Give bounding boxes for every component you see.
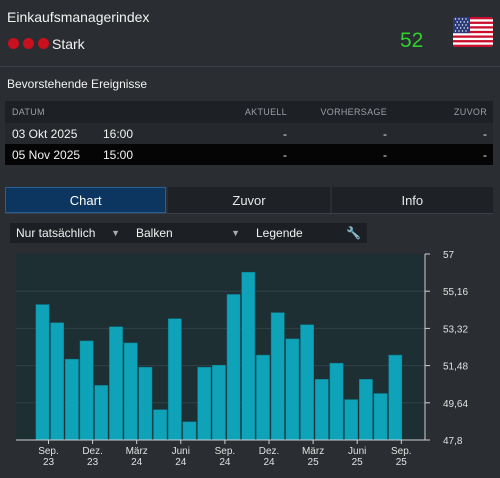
x-tick-label: Sep. <box>38 446 59 457</box>
tabs-divider <box>5 213 493 214</box>
tab-info[interactable]: Info <box>331 187 493 213</box>
event-date: 03 Okt 2025 <box>12 126 78 141</box>
col-date: DATUM <box>12 107 45 117</box>
y-tick-label: 53,32 <box>443 324 468 335</box>
y-tick-label: 49,64 <box>443 399 468 410</box>
event-time: 16:00 <box>103 126 134 141</box>
indicator-value: 52 <box>400 29 424 52</box>
x-tick-label: 25 <box>308 457 320 468</box>
y-tick-label: 47,8 <box>443 436 463 447</box>
bar <box>329 362 344 441</box>
col-actual: AKTUELL <box>244 107 287 117</box>
events-table: DATUM AKTUELL VORHERSAGE ZUVOR 03 Okt 20… <box>5 101 493 165</box>
bar <box>153 409 167 441</box>
bar <box>373 393 388 441</box>
x-tick-label: 24 <box>263 457 275 468</box>
col-previous: ZUVOR <box>454 107 487 117</box>
x-tick-label: Sep. <box>215 446 236 457</box>
x-tick-label: Sep. <box>391 446 412 457</box>
filter-dropdown[interactable]: Nur tatsächlich ▼ <box>10 226 130 240</box>
bar <box>94 385 109 441</box>
x-tick-label: März <box>126 446 148 457</box>
x-tick-label: Dez. <box>259 446 280 457</box>
bar <box>138 366 153 441</box>
importance-dot-icon <box>38 38 49 49</box>
bar <box>79 340 94 441</box>
indicator-title: Einkaufsmanagerindex <box>7 9 150 25</box>
legend-button[interactable]: Legende 🔧 <box>250 226 367 240</box>
bar <box>241 271 256 441</box>
x-tick-label: 25 <box>396 457 408 468</box>
x-tick-label: 24 <box>219 457 231 468</box>
y-tick-label: 57 <box>443 250 455 261</box>
wrench-icon[interactable]: 🔧 <box>346 226 361 240</box>
x-tick-label: 25 <box>352 457 364 468</box>
bar <box>256 354 270 441</box>
bar <box>226 294 241 441</box>
importance-dot-icon <box>8 38 19 49</box>
chevron-down-icon: ▼ <box>111 228 120 238</box>
x-tick-label: Juni <box>172 446 190 457</box>
table-row[interactable]: 03 Okt 2025 16:00 - - - <box>5 123 493 144</box>
chart-type-label: Balken <box>136 226 173 240</box>
event-actual: - <box>283 126 287 141</box>
chevron-down-icon: ▼ <box>231 228 240 238</box>
x-tick-label: März <box>302 446 324 457</box>
view-tabs: Chart Zuvor Info <box>5 187 493 213</box>
header-divider <box>0 66 500 67</box>
bar <box>388 354 403 441</box>
bar <box>109 326 123 441</box>
pmi-bar-chart: 57 55,16 53,32 51,48 49,64 47,8 Sep. 23 Dez. 23 Mä… <box>0 247 500 473</box>
us-flag-icon <box>453 17 493 47</box>
events-table-header: DATUM AKTUELL VORHERSAGE ZUVOR <box>5 101 493 123</box>
bar <box>212 364 226 441</box>
legend-label: Legende <box>256 226 303 240</box>
y-tick-label: 55,16 <box>443 287 468 298</box>
y-tick-label: 51,48 <box>443 362 468 373</box>
tab-chart[interactable]: Chart <box>5 187 167 213</box>
indicator-header: Einkaufsmanagerindex Stark 52 <box>0 0 500 66</box>
bar <box>123 342 138 441</box>
importance-label: Stark <box>52 36 85 52</box>
importance-dots <box>8 38 49 49</box>
bar <box>35 304 50 441</box>
event-time: 15:00 <box>103 147 134 162</box>
event-previous: - <box>483 147 487 162</box>
bar <box>197 366 212 441</box>
event-forecast: - <box>383 147 387 162</box>
bar <box>270 312 285 441</box>
bar <box>359 379 373 441</box>
x-tick-label: 23 <box>87 457 99 468</box>
event-date: 05 Nov 2025 <box>12 147 81 162</box>
chart-type-dropdown[interactable]: Balken ▼ <box>130 226 250 240</box>
event-previous: - <box>483 126 487 141</box>
bar <box>167 318 182 441</box>
event-actual: - <box>283 147 287 162</box>
upcoming-events-title: Bevorstehende Ereignisse <box>7 77 148 91</box>
chart-toolbar: Nur tatsächlich ▼ Balken ▼ Legende 🔧 <box>10 223 367 243</box>
x-tick-label: 24 <box>131 457 143 468</box>
x-tick-label: Juni <box>348 446 366 457</box>
bar <box>182 421 197 441</box>
bar <box>314 379 329 441</box>
bar <box>65 358 79 441</box>
bar <box>50 322 65 441</box>
x-tick-label: Dez. <box>82 446 103 457</box>
importance-dot-icon <box>23 38 34 49</box>
x-tick-label: 24 <box>175 457 187 468</box>
col-forecast: VORHERSAGE <box>320 107 387 117</box>
event-forecast: - <box>383 126 387 141</box>
table-row[interactable]: 05 Nov 2025 15:00 - - - <box>5 144 493 165</box>
x-tick-label: 23 <box>43 457 55 468</box>
bar <box>300 324 314 441</box>
bar <box>285 338 300 441</box>
filter-dropdown-label: Nur tatsächlich <box>16 226 96 240</box>
chart-canvas: 5755,1653,3251,4849,6447,8Sep.23Dez.23Mä… <box>16 250 468 468</box>
tab-previous[interactable]: Zuvor <box>168 187 330 213</box>
bar <box>344 399 359 441</box>
